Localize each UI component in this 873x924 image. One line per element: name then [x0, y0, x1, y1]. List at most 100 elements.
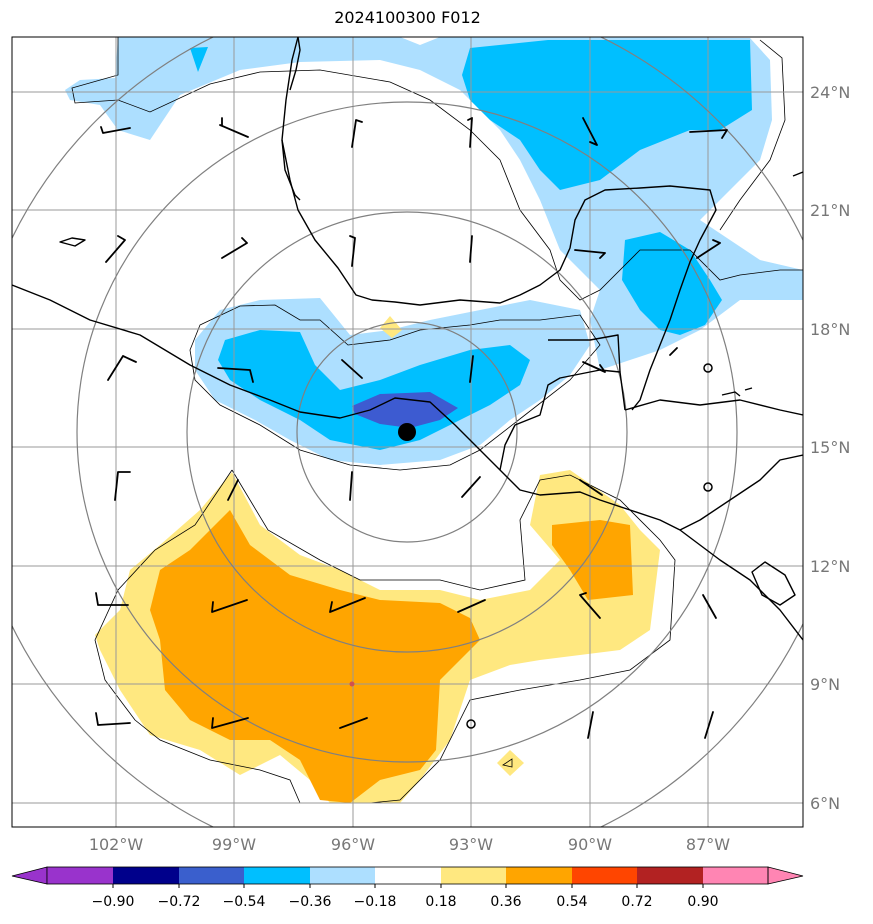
colorbar-swatch	[703, 867, 768, 884]
colorbar-label: 0.72	[621, 894, 652, 910]
calm-wind-circles	[466, 363, 713, 729]
central-america-border	[499, 369, 626, 471]
wind-barb	[582, 117, 598, 146]
mexico-pacific-coast	[281, 37, 717, 411]
blue-region-north-small	[190, 47, 208, 72]
lat-label: 18°N	[810, 320, 850, 339]
colorbar-swatch	[375, 867, 441, 884]
colorbar: −0.90 −0.72 −0.54 −0.36 −0.18 0.18 0.36 …	[11, 866, 804, 910]
island-3	[744, 387, 753, 391]
wind-barb	[107, 355, 137, 381]
colorbar-label: 0.36	[490, 894, 521, 910]
orange-region-south	[150, 510, 480, 803]
gulf-coast-north	[281, 139, 301, 201]
wind-barb	[467, 117, 473, 148]
wind-barb	[219, 117, 249, 138]
wind-barb	[469, 235, 473, 263]
colorbar-label: −0.54	[223, 894, 266, 910]
wind-barb	[339, 717, 368, 729]
negative-anomaly-shading	[65, 37, 803, 465]
colorbar-swatch	[179, 867, 244, 884]
range-rings	[12, 37, 803, 827]
lon-label: 87°W	[686, 835, 730, 854]
wind-barb	[587, 711, 594, 739]
colorbar-label: −0.36	[289, 894, 332, 910]
lake-nicaragua	[751, 561, 796, 606]
lat-label: 15°N	[810, 438, 850, 457]
wind-barb	[329, 597, 366, 613]
wind-barb	[211, 717, 249, 729]
wind-barb	[95, 592, 129, 606]
map-title: 2024100300 F012	[334, 8, 481, 27]
wind-barb	[217, 367, 254, 383]
wind-barb	[582, 361, 606, 373]
wind-barb	[469, 355, 474, 383]
wind-barb	[696, 239, 721, 259]
wind-barb	[704, 711, 714, 739]
colorbar-swatch	[637, 867, 703, 884]
grid-dot	[349, 681, 355, 687]
wind-barb	[579, 592, 601, 619]
longitude-labels: 102°W 99°W 96°W 93°W 90°W 87°W	[89, 835, 730, 854]
blue-region-east	[622, 232, 722, 335]
wind-barb	[669, 347, 678, 356]
wind-barb	[105, 235, 126, 263]
anomaly-contours	[71, 37, 803, 804]
colorbar-swatch	[506, 867, 572, 884]
range-ring-3	[76, 101, 738, 763]
colorbar-swatch	[113, 867, 179, 884]
colorbar-extend-low	[11, 866, 48, 885]
yucatan-inner	[289, 37, 301, 91]
nicaragua-coast	[679, 454, 803, 531]
blue-region-north	[462, 40, 752, 190]
map-frame	[11, 36, 804, 828]
colorbar-extend-high	[767, 866, 804, 885]
range-ring-2	[186, 211, 628, 653]
wind-barb	[461, 476, 481, 498]
colorbar-swatch	[310, 867, 375, 884]
pacific-coast-south	[12, 284, 803, 641]
coastlines	[12, 37, 803, 641]
blue-region-central	[218, 330, 530, 450]
cuba-fragment	[792, 171, 803, 177]
colorbar-swatch	[244, 867, 310, 884]
colorbar-label: −0.18	[354, 894, 397, 910]
wind-barb	[349, 235, 356, 267]
lon-label: 93°W	[449, 835, 493, 854]
lat-label: 9°N	[810, 675, 840, 694]
wind-barb	[211, 599, 248, 613]
lon-label: 90°W	[568, 835, 612, 854]
lat-label: 24°N	[810, 83, 850, 102]
wind-barb	[351, 119, 363, 148]
colorbar-label: 0.54	[556, 894, 587, 910]
wind-barb	[579, 479, 603, 496]
wind-barb	[702, 594, 717, 619]
wind-barb	[341, 359, 363, 379]
island-1	[59, 237, 86, 247]
honduras-coast	[624, 399, 803, 416]
colorbar-label: −0.72	[158, 894, 201, 910]
wind-barb	[227, 479, 239, 501]
colorbar-label: −0.90	[92, 894, 135, 910]
colorbar-label: 0.18	[425, 894, 456, 910]
lon-label: 102°W	[89, 835, 144, 854]
pale-yellow-spot-small	[497, 750, 524, 776]
colorbar-swatch	[572, 867, 637, 884]
pale-yellow-spot-north	[380, 316, 402, 338]
lat-label: 12°N	[810, 557, 850, 576]
wind-barb	[457, 599, 486, 613]
colorbar-swatch	[441, 867, 506, 884]
positive-anomaly-shading	[95, 316, 660, 803]
lat-label: 6°N	[810, 794, 840, 813]
lon-label: 96°W	[331, 835, 375, 854]
wind-barb	[574, 249, 606, 259]
wind-barb	[100, 126, 131, 134]
gridlines	[12, 37, 803, 827]
range-ring-1	[296, 321, 518, 543]
lon-label: 99°W	[212, 835, 256, 854]
wind-barb	[689, 129, 728, 139]
orange-region-east	[552, 520, 633, 600]
colorbar-ticks	[112, 884, 704, 888]
wind-barbs	[95, 117, 728, 739]
